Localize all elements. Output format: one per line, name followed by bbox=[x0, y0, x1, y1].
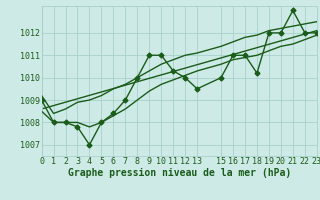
X-axis label: Graphe pression niveau de la mer (hPa): Graphe pression niveau de la mer (hPa) bbox=[68, 168, 291, 178]
